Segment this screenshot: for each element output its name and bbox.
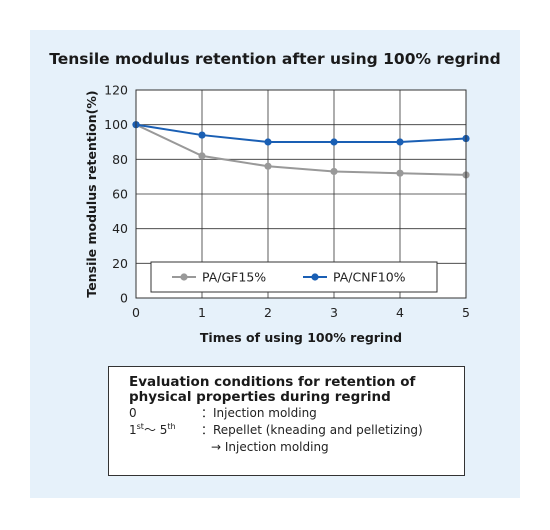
x-tick-label: 2: [264, 305, 272, 320]
x-tick-label: 5: [462, 305, 470, 320]
condition-row-continuation: → Injection molding: [129, 439, 452, 456]
condition-key-1-main: 1: [129, 423, 137, 437]
condition-key-1-mid: ～ 5: [143, 423, 168, 437]
data-point: [330, 138, 338, 146]
y-axis-label: Tensile modulus retention(%): [84, 90, 99, 297]
condition-key-1: 1st～ 5th: [129, 422, 176, 439]
data-point: [264, 138, 272, 146]
x-axis-label: Times of using 100% regrind: [200, 330, 402, 345]
legend-label: PA/GF15%: [202, 270, 266, 285]
y-tick-label: 80: [112, 152, 128, 167]
x-axis-ticks: 0 1 2 3 4 5: [132, 305, 470, 320]
x-tick-label: 3: [330, 305, 338, 320]
legend-label: PA/CNF10%: [333, 270, 406, 285]
y-tick-label: 100: [104, 117, 128, 132]
y-tick-label: 0: [120, 291, 128, 306]
condition-key-1-sup-th: th: [167, 422, 176, 431]
data-point: [396, 138, 404, 146]
series-line-1: [135, 123, 467, 143]
legend-swatch-marker: [311, 273, 319, 281]
data-point: [330, 167, 338, 176]
legend-box: [150, 261, 438, 293]
legend-swatch-marker: [180, 273, 188, 281]
condition-continuation: → Injection molding: [211, 440, 329, 454]
data-point: [198, 152, 206, 160]
condition-key-0: 0: [129, 406, 137, 420]
condition-value-1: ：Repellet (kneading and pelletizing): [201, 423, 423, 437]
x-tick-label: 1: [198, 305, 206, 320]
y-tick-label: 40: [112, 221, 128, 236]
chart-title: Tensile modulus retention after using 10…: [49, 50, 501, 68]
series-line-0: [135, 123, 467, 176]
condition-key-1-sup-st: st: [136, 422, 144, 431]
y-tick-label: 120: [104, 83, 128, 98]
condition-value-0: ：Injection molding: [201, 406, 317, 420]
y-tick-label: 20: [112, 256, 128, 271]
plot-frame: [135, 89, 467, 299]
y-tick-label: 60: [112, 187, 128, 202]
conditions-title: Evaluation conditions for retention of p…: [129, 374, 416, 405]
x-tick-label: 4: [396, 305, 404, 320]
y-axis-ticks: 0 20 40 60 80 100 120: [104, 83, 128, 306]
data-point: [396, 169, 404, 177]
legend: PA/GF15% PA/CNF10%: [150, 261, 438, 293]
series-layer: [132, 121, 470, 179]
condition-row-1: 1st～ 5th ：Repellet (kneading and pelleti…: [129, 422, 452, 439]
condition-row-0: 0 ：Injection molding: [129, 405, 452, 422]
x-tick-label: 0: [132, 305, 140, 320]
data-point: [198, 131, 206, 139]
conditions-box: Evaluation conditions for retention of p…: [108, 366, 465, 476]
data-point: [264, 162, 272, 170]
